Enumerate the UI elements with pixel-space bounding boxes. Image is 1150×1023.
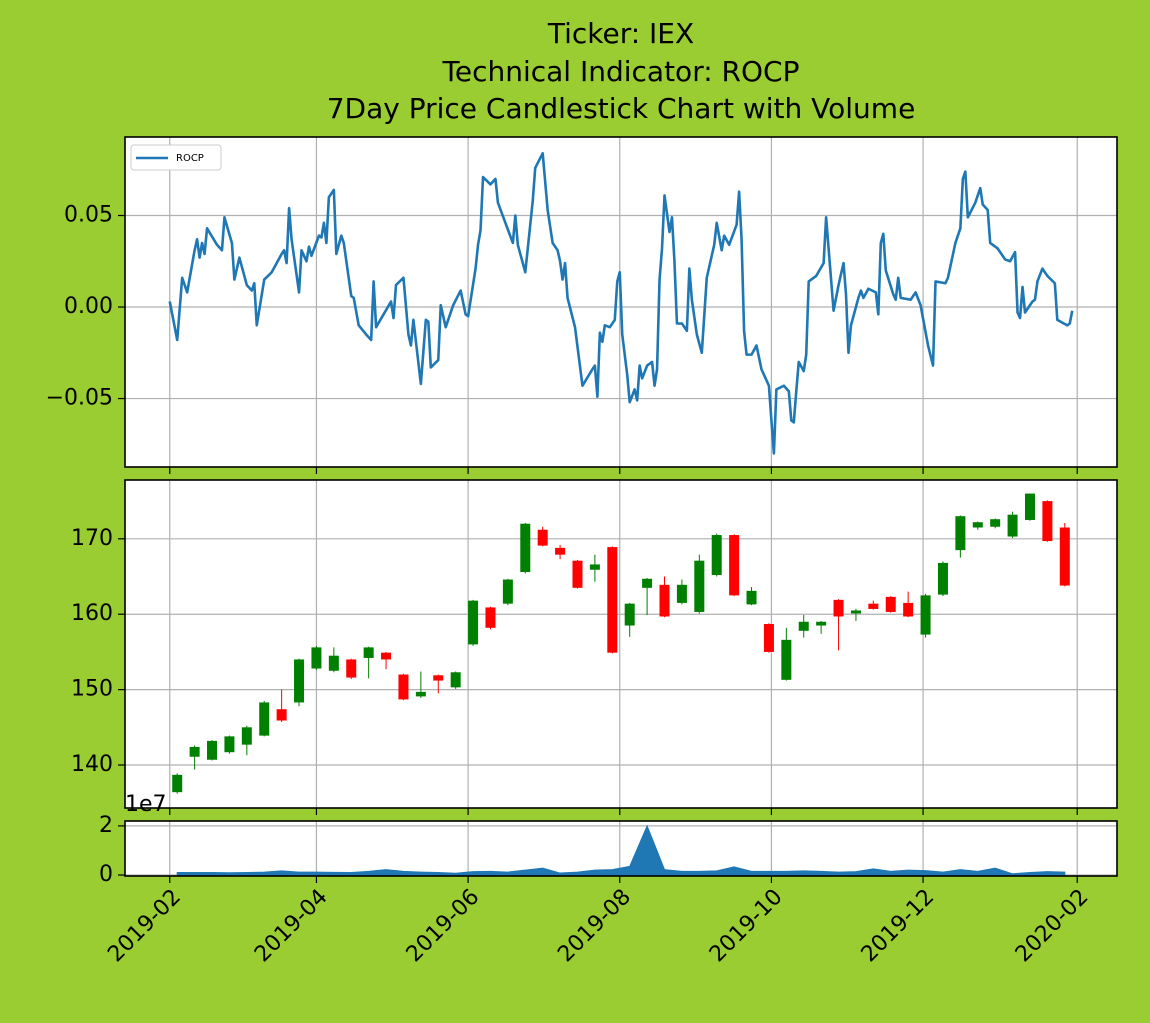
candle-body <box>363 647 374 658</box>
candle-body <box>294 659 305 703</box>
candle-body <box>972 522 983 528</box>
x-tick-label: 2019-08 <box>553 885 636 968</box>
candle-body <box>189 746 200 757</box>
plot-area <box>125 480 1117 808</box>
candle-body <box>1042 501 1053 542</box>
candle-body <box>328 655 339 671</box>
candle-body <box>903 602 914 617</box>
candle-body <box>694 560 705 612</box>
candle-body <box>642 578 653 588</box>
y-tick-label: 0.00 <box>64 294 113 319</box>
y-tick-label: 0 <box>99 862 113 887</box>
candle-body <box>311 647 322 669</box>
candle-body <box>763 624 774 652</box>
line-series <box>168 151 1074 455</box>
candle-body <box>781 639 792 680</box>
candle-body <box>485 607 496 628</box>
candle-body <box>1059 527 1070 586</box>
candle-body <box>955 516 966 551</box>
candle-body <box>990 519 1001 527</box>
candle-body <box>659 584 670 617</box>
title-line: Technical Indicator: ROCP <box>442 55 800 88</box>
offset-label: 1e7 <box>125 792 167 817</box>
candle-body <box>885 596 896 612</box>
y-tick-label: 170 <box>71 526 113 551</box>
candle-body <box>729 535 740 596</box>
candle-body <box>468 600 479 645</box>
legend-box <box>130 144 222 171</box>
candle-body <box>276 709 287 721</box>
candle-body <box>433 675 444 681</box>
candle-body <box>502 579 513 604</box>
x-tick-label: 2019-06 <box>402 885 485 968</box>
candle-body <box>711 535 722 576</box>
legend: ROCP <box>130 144 222 171</box>
candle-body <box>816 621 827 626</box>
title-line: Ticker: IEX <box>547 17 694 50</box>
candle-body <box>1024 493 1035 520</box>
x-tick-label: 2019-02 <box>103 885 186 968</box>
y-tick-label: 140 <box>71 752 113 777</box>
plot-frame <box>124 136 1118 468</box>
x-tick-label: 2019-10 <box>705 885 788 968</box>
candle-body <box>398 674 409 700</box>
candle-body <box>381 652 392 660</box>
candle-body <box>572 560 583 588</box>
candle-body <box>537 529 548 546</box>
candle-body <box>937 562 948 595</box>
y-tick-label: 160 <box>71 601 113 626</box>
plot-marks <box>176 824 1066 876</box>
candle-body <box>259 702 270 736</box>
plot-area <box>125 821 1117 876</box>
candle-body <box>415 691 426 697</box>
candle-body <box>555 547 566 555</box>
candle-body <box>172 774 183 793</box>
candle-body <box>833 599 844 617</box>
plot-marks <box>172 493 1070 794</box>
candle-body <box>450 672 461 688</box>
volume-area <box>176 824 1066 876</box>
candle-body <box>798 621 809 631</box>
candle-body <box>1007 514 1018 537</box>
candle-body <box>850 610 861 614</box>
candle-body <box>868 603 879 609</box>
plot-frame <box>124 820 1118 877</box>
y-tick-label: 0.05 <box>64 203 113 228</box>
candle-body <box>241 727 252 745</box>
candle-body <box>920 595 931 635</box>
plot-marks <box>168 151 1074 455</box>
candle-body <box>589 564 600 570</box>
y-tick-label: 2 <box>99 813 113 838</box>
candle-body <box>520 523 531 572</box>
y-tick-label: 150 <box>71 677 113 702</box>
candle-body <box>207 740 218 760</box>
candle-body <box>746 590 757 605</box>
plot-frame <box>124 479 1118 809</box>
candle-body <box>676 584 687 603</box>
legend-label: ROCP <box>176 153 204 164</box>
y-tick-label: −0.05 <box>46 386 113 411</box>
candle-body <box>624 603 635 626</box>
x-tick-label: 2020-02 <box>1011 885 1094 968</box>
candle-body <box>607 547 618 653</box>
candle-body <box>224 736 235 753</box>
x-tick-label: 2019-04 <box>250 885 333 968</box>
title-line: 7Day Price Candlestick Chart with Volume <box>327 92 916 125</box>
candle-body <box>346 659 357 678</box>
x-tick-label: 2019-12 <box>857 885 940 968</box>
